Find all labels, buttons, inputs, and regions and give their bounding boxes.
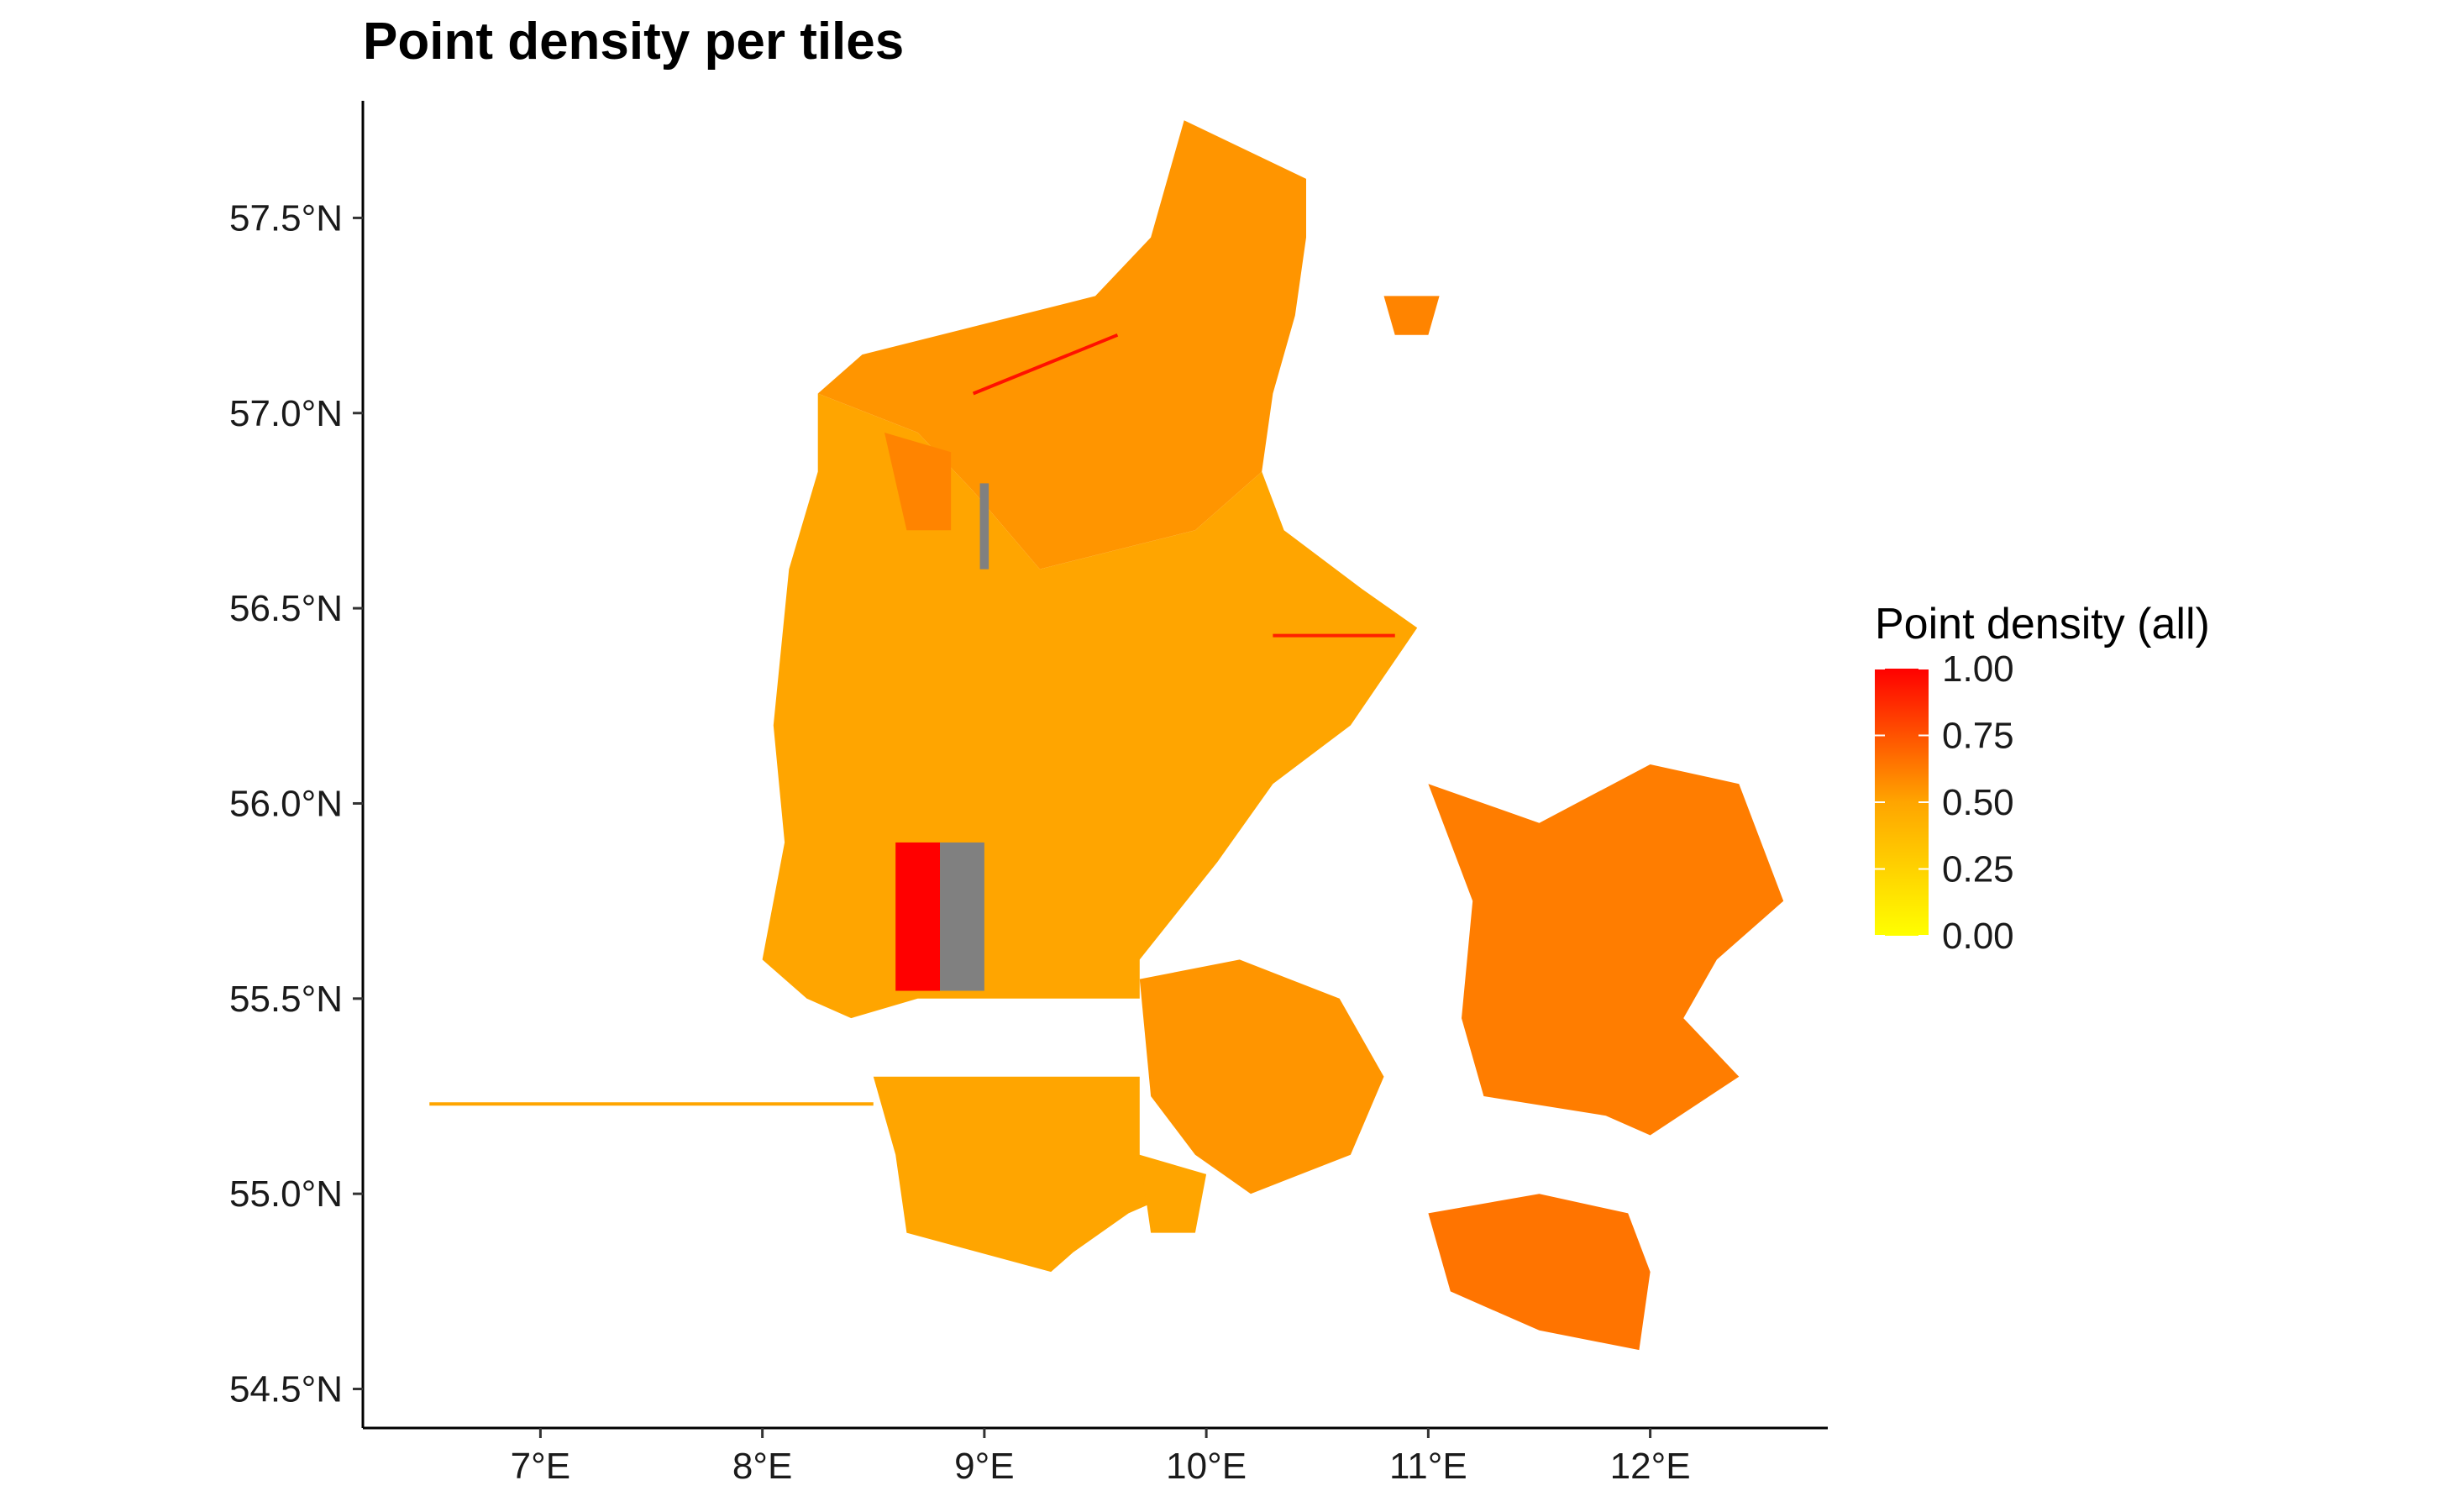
x-tick-label: 11°E [1389, 1446, 1467, 1487]
region-mors [884, 433, 952, 531]
legend-tick-label: 0.25 [1942, 849, 2014, 890]
y-tick-label: 56.5°N [229, 588, 343, 629]
region-funen [1139, 959, 1384, 1194]
legend-title: Point density (all) [1875, 600, 2210, 648]
limfjord-line [972, 333, 1119, 396]
region-laeso [1383, 296, 1440, 335]
y-tick-label: 57.0°N [229, 393, 343, 434]
y-tick-label: 55.5°N [229, 979, 343, 1020]
legend-tick-label: 0.00 [1942, 916, 2014, 957]
legend-tick-label: 0.75 [1942, 716, 2014, 757]
region-zealand [1428, 764, 1784, 1136]
y-tick-label: 57.5°N [229, 197, 343, 239]
high-density-tile [895, 842, 941, 991]
x-tick-label: 10°E [1166, 1446, 1247, 1487]
region-lolland-falster [1428, 1194, 1651, 1351]
nodata-tile [940, 842, 984, 991]
y-tick-label: 56.0°N [229, 783, 343, 824]
map-layer [429, 120, 1784, 1351]
legend: Point density (all)1.00 0.75 0.50 0.25 0.00 [1875, 600, 2210, 957]
x-tick-label: 7°E [511, 1446, 570, 1487]
y-tick-label: 55.0°N [229, 1173, 343, 1215]
axes: 7°E 8°E 9°E 10°E 11°E 12°E 57.5°N 57.0°N 56.5°N 5… [229, 101, 1828, 1487]
legend-tick-label: 0.50 [1942, 782, 2014, 823]
region-als [1139, 1154, 1207, 1233]
nodata-strip [979, 483, 989, 570]
y-tick-label: 54.5°N [229, 1369, 343, 1410]
x-tick-label: 9°E [954, 1446, 1014, 1487]
chart-title: Point density per tiles [363, 13, 905, 71]
region-north-jutland [817, 120, 1306, 570]
region-south-jutland [873, 1076, 1173, 1273]
legend-tick-label: 1.00 [1942, 648, 2014, 690]
x-tick-label: 8°E [732, 1446, 792, 1487]
x-tick-label: 12°E [1610, 1446, 1691, 1487]
